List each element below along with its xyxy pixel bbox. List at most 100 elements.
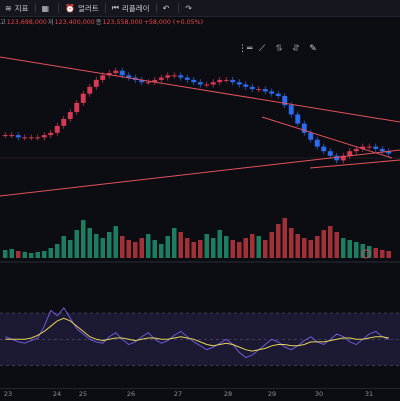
volume-bar [204, 234, 209, 258]
candle-body [366, 146, 372, 148]
toolbar-item-3[interactable]: ⏮ 리플레이 [107, 0, 155, 16]
volume-bar [146, 234, 151, 258]
volume-bar [263, 240, 268, 258]
volume-bar [35, 252, 40, 258]
time-label: 23 [3, 390, 13, 398]
toolbar-separator [34, 3, 36, 13]
brush-tool-icon[interactable]: ✎ [309, 44, 317, 54]
volume-bar [172, 228, 177, 258]
top-toolbar: ≋ 지표 ▦ ⏰ 얼러트 ⏮ 리플레이 ↶ ↷ [0, 0, 400, 17]
high-label: 고 [0, 19, 6, 26]
volume-bar [178, 232, 183, 258]
volume-bar [198, 240, 203, 258]
close-value: 123,558,000 [102, 19, 143, 26]
volume-bar [321, 230, 326, 258]
volume-bar [185, 238, 190, 258]
candle-body [171, 75, 177, 77]
layout-icon: ▦ [41, 3, 50, 13]
volume-bar [380, 250, 385, 258]
volume-bar [159, 244, 164, 258]
volume-bar [3, 250, 8, 258]
toolbar-item-4[interactable]: ↶ [158, 0, 178, 16]
volume-bar [68, 240, 73, 258]
candle-body [282, 96, 288, 106]
candle-body [113, 70, 119, 73]
candle-body [210, 82, 216, 85]
volume-bar [302, 238, 307, 258]
volume-bar [289, 228, 294, 258]
candle-body [74, 102, 80, 113]
candle-body [28, 137, 34, 139]
candle-body [100, 75, 106, 80]
price-chart[interactable] [0, 0, 400, 388]
candle-body [223, 79, 229, 81]
time-axis[interactable]: 23 24 25 26 27 28 29 30 31 [0, 388, 400, 401]
toolbar-item-1[interactable]: ▦ [37, 0, 58, 16]
toolbar-item-0[interactable]: ≋ 지표 [0, 0, 34, 16]
volume-bar [354, 242, 359, 258]
candle-body [178, 75, 184, 78]
path-tool-icon[interactable]: ⥮ [275, 44, 283, 54]
candle-body [262, 89, 268, 92]
candle-body [295, 114, 301, 124]
time-label: 29 [267, 390, 277, 398]
candle-body [204, 84, 210, 86]
candle-body [106, 73, 112, 76]
toolbar-item-5[interactable]: ↷ [180, 0, 200, 16]
candle-body [184, 77, 190, 80]
toolbar-item-2[interactable]: ⏰ 얼러트 [60, 0, 104, 16]
volume-bar [386, 251, 391, 258]
candle-body [119, 70, 125, 76]
volume-bar [224, 236, 229, 258]
time-label: 26 [126, 390, 136, 398]
candle-body [22, 137, 28, 139]
volume-bar [341, 238, 346, 258]
volume-bar [250, 234, 255, 258]
wedge-lower-trendline [309, 159, 400, 169]
volume-bar [256, 236, 261, 258]
candle-body [314, 139, 320, 147]
undo-icon: ↶ [162, 3, 170, 13]
time-label: 24 [52, 390, 62, 398]
candle-body [165, 75, 171, 78]
volume-bar [165, 236, 170, 258]
candle-body [379, 148, 385, 152]
indicator-icon: ≋ [5, 3, 12, 13]
candle-body [9, 135, 15, 137]
volume-bar [100, 238, 105, 258]
toolbar-separator [104, 3, 106, 13]
volume-bar [16, 251, 21, 258]
candle-body [87, 86, 93, 94]
volume-bar [211, 238, 216, 258]
volume-bar [126, 240, 131, 258]
candle-body [230, 79, 236, 83]
candle-body [256, 89, 262, 91]
volume-bar [191, 242, 196, 258]
volume-bar [22, 252, 27, 258]
volume-bar [61, 236, 66, 258]
volume-bar [139, 238, 144, 258]
volume-bar [243, 238, 248, 258]
volume-bar [120, 236, 125, 258]
time-label: 31 [364, 390, 374, 398]
candle-body [249, 86, 255, 90]
volume-bar [29, 253, 34, 258]
hline-icon[interactable]: ⋮═ [238, 44, 253, 54]
candle-body [243, 84, 249, 87]
toolbar-label: 얼러트 [78, 3, 99, 13]
candle-body [327, 151, 333, 156]
volume-bar [230, 240, 235, 258]
candle-body [360, 146, 366, 149]
volume-bar [276, 224, 281, 258]
volume-bar [81, 220, 86, 258]
candle-body [152, 79, 158, 83]
volume-bar [74, 230, 79, 258]
descending-trendline [0, 56, 400, 123]
candle-body [197, 82, 203, 85]
trend-tool-icon[interactable]: ⟋ [258, 44, 266, 54]
time-label: 30 [314, 390, 324, 398]
volume-bar [308, 240, 313, 258]
candle-body [334, 155, 340, 161]
pattern-tool-icon[interactable]: ⥯ [292, 44, 300, 54]
low-label: 저 [47, 19, 54, 26]
